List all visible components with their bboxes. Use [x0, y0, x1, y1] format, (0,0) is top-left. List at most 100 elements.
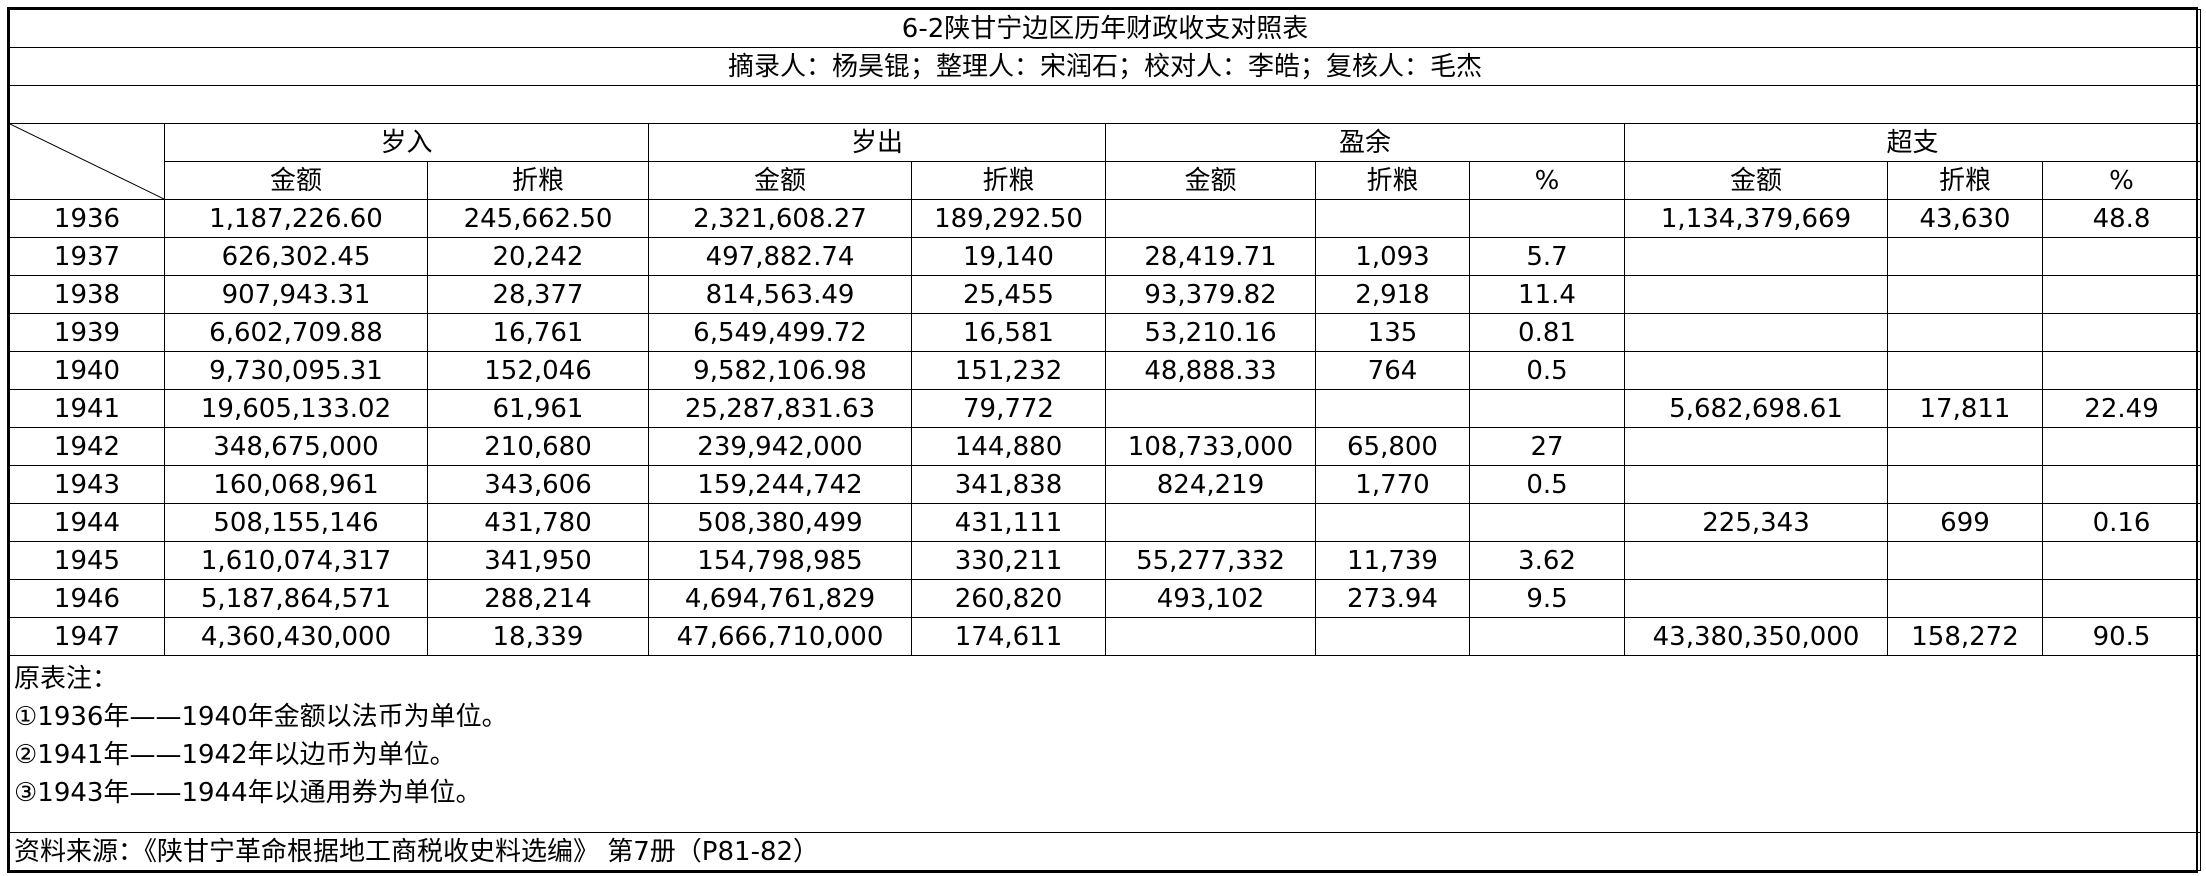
value-cell: 93,379.82: [1105, 275, 1316, 314]
value-cell: [1469, 617, 1625, 656]
value-cell: 343,606: [427, 465, 649, 504]
value-cell: [1315, 503, 1470, 542]
value-cell: 19,140: [911, 237, 1106, 276]
value-cell: 43,380,350,000: [1624, 617, 1888, 656]
value-cell: 47,666,710,000: [648, 617, 912, 656]
table-title: 6-2陕甘宁边区历年财政收支对照表: [8, 9, 2202, 48]
value-cell: 18,339: [427, 617, 649, 656]
year-cell: 1941: [9, 389, 165, 428]
value-cell: 260,820: [911, 579, 1106, 618]
corner-diagonal: [10, 124, 164, 199]
value-cell: 16,761: [427, 313, 649, 352]
value-cell: 5,682,698.61: [1624, 389, 1888, 428]
value-cell: 11.4: [1469, 275, 1625, 314]
data-row: 1941 19,605,133.02 61,961 25,287,831.63 79,7…: [9, 389, 2202, 428]
value-cell: [1624, 465, 1888, 504]
value-cell: 160,068,961: [164, 465, 428, 504]
title-row: 6-2陕甘宁边区历年财政收支对照表: [8, 9, 2202, 48]
value-cell: 9,730,095.31: [164, 351, 428, 390]
source-row: 资料来源：《陕甘宁革命根据地工商税收史料选编》 第7册（P81-82）: [8, 832, 2202, 871]
value-cell: 3.62: [1469, 541, 1625, 580]
value-cell: 0.5: [1469, 465, 1625, 504]
note-line: ③1943年——1944年以通用券为单位。: [14, 778, 482, 808]
column-header: 金额: [648, 161, 912, 200]
header-group-row: 岁入 岁出 盈余 超支: [9, 123, 2202, 200]
finance-table: 6-2陕甘宁边区历年财政收支对照表 摘录人：杨昊锟；整理人：宋润石；校对人：李皓；…: [8, 9, 2202, 871]
header-column-row: 金额 折粮 金额 折粮 金额 折粮% 金额 折粮%: [10, 161, 2202, 200]
value-cell: 288,214: [427, 579, 649, 618]
value-cell: 16,581: [911, 313, 1106, 352]
value-cell: [2041, 579, 2202, 618]
value-cell: 1,610,074,317: [164, 541, 428, 580]
value-cell: 330,211: [911, 541, 1106, 580]
value-cell: 6,549,499.72: [648, 313, 912, 352]
data-row: 1937 626,302.45 20,242 497,882.74 19,140 28,4…: [9, 237, 2202, 276]
value-cell: 9.5: [1469, 579, 1625, 618]
value-cell: 5.7: [1469, 237, 1625, 276]
data-row: 1945 1,610,074,317 341,950 154,798,985 330,2…: [9, 541, 2202, 580]
value-cell: 27: [1469, 427, 1625, 466]
value-cell: [2041, 427, 2202, 466]
value-cell: 497,882.74: [648, 237, 912, 276]
value-cell: [2041, 275, 2202, 314]
value-cell: [1887, 465, 2043, 504]
group-header: 盈余: [1105, 123, 1625, 162]
year-cell: 1937: [9, 237, 165, 276]
value-cell: 4,360,430,000: [164, 617, 428, 656]
value-cell: 699: [1887, 503, 2043, 542]
value-cell: [2041, 237, 2202, 276]
value-cell: 65,800: [1315, 427, 1470, 466]
value-cell: 348,675,000: [164, 427, 428, 466]
note-line: ①1936年——1940年金额以法币为单位。: [14, 702, 508, 732]
year-cell: 1936: [9, 199, 165, 238]
value-cell: 19,605,133.02: [164, 389, 428, 428]
data-row: 1938 907,943.31 28,377 814,563.49 25,455 93,3…: [9, 275, 2202, 314]
table-subtitle: 摘录人：杨昊锟；整理人：宋润石；校对人：李皓；复核人：毛杰: [8, 47, 2202, 86]
value-cell: 135: [1315, 313, 1470, 352]
column-header: 金额: [1624, 161, 1888, 200]
value-cell: [1887, 579, 2043, 618]
year-cell: 1947: [9, 617, 165, 656]
value-cell: 824,219: [1105, 465, 1316, 504]
value-cell: [1624, 351, 1888, 390]
column-header: 折粮: [1315, 161, 1470, 200]
value-cell: 48,888.33: [1105, 351, 1316, 390]
value-cell: [1624, 579, 1888, 618]
value-cell: [1887, 541, 2043, 580]
group-header: 岁入: [164, 123, 649, 162]
value-cell: [1887, 275, 2043, 314]
value-cell: [1469, 389, 1625, 428]
value-cell: 493,102: [1105, 579, 1316, 618]
value-cell: [2041, 465, 2202, 504]
value-cell: 152,046: [427, 351, 649, 390]
table-body: 6-2陕甘宁边区历年财政收支对照表 摘录人：杨昊锟；整理人：宋润石；校对人：李皓；…: [8, 9, 2202, 871]
value-cell: 22.49: [2041, 389, 2202, 428]
value-cell: [1315, 389, 1470, 428]
group-header: 超支: [1623, 123, 2202, 162]
value-cell: 1,093: [1315, 237, 1470, 276]
value-cell: 4,694,761,829: [648, 579, 912, 618]
data-row: 1939 6,602,709.88 16,761 6,549,499.72 16,581…: [9, 313, 2202, 352]
value-cell: 55,277,332: [1105, 541, 1316, 580]
value-cell: 1,770: [1315, 465, 1470, 504]
value-cell: 9,582,106.98: [648, 351, 912, 390]
value-cell: 189,292.50: [911, 199, 1106, 238]
value-cell: [1105, 199, 1316, 238]
value-cell: 0.5: [1469, 351, 1625, 390]
value-cell: 907,943.31: [164, 275, 428, 314]
value-cell: 151,232: [911, 351, 1106, 390]
value-cell: 144,880: [911, 427, 1106, 466]
value-cell: 159,244,742: [648, 465, 912, 504]
value-cell: 61,961: [427, 389, 649, 428]
year-cell: 1946: [9, 579, 165, 618]
value-cell: 25,455: [911, 275, 1106, 314]
value-cell: [1624, 313, 1888, 352]
value-cell: [1624, 541, 1888, 580]
value-cell: 508,155,146: [164, 503, 428, 542]
value-cell: [1887, 427, 2043, 466]
column-header: 金额: [164, 161, 428, 200]
blank-row: [8, 85, 2202, 124]
column-header: 金额: [1105, 161, 1316, 200]
value-cell: 11,739: [1315, 541, 1470, 580]
